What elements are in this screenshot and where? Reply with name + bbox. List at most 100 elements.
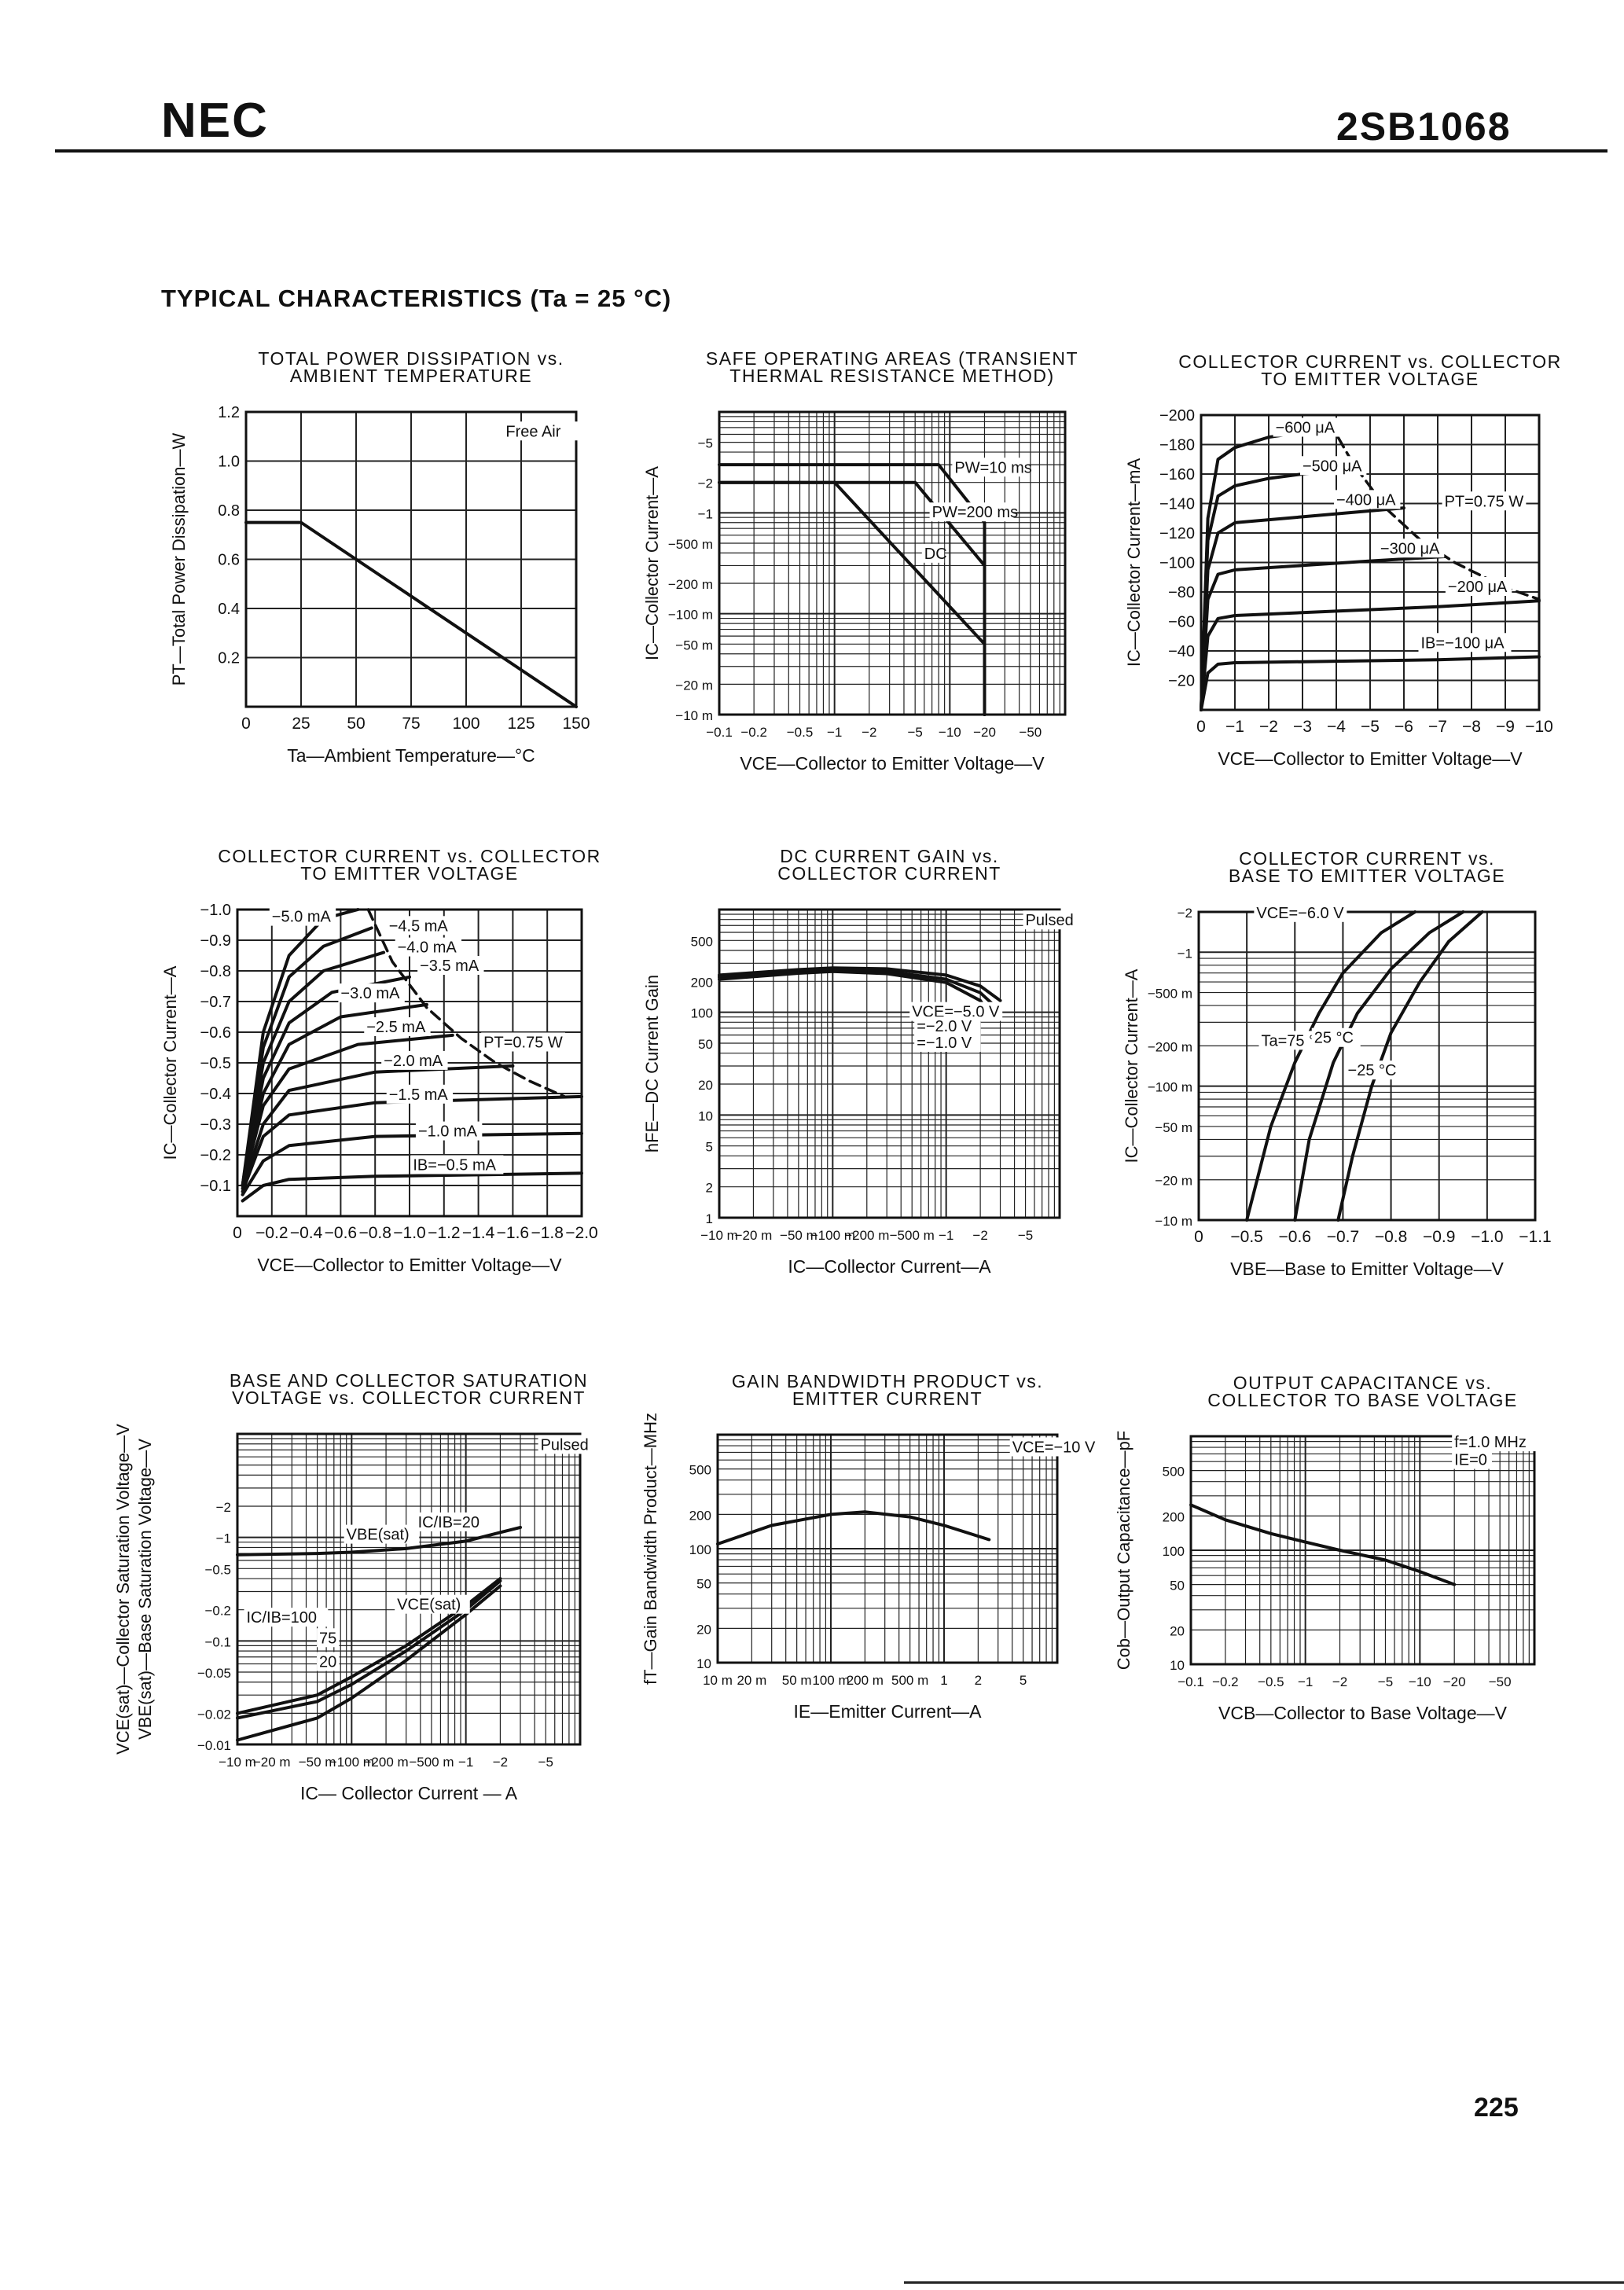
x-tick-label: −1: [827, 725, 842, 740]
y-tick-label: 0.8: [218, 502, 240, 520]
y-tick-label: −0.3: [200, 1116, 231, 1134]
part-number: 2SB1068: [1336, 105, 1512, 149]
series-line: [241, 1171, 583, 1203]
y-tick-label: −0.5: [204, 1562, 231, 1577]
y-tick-label: −1: [216, 1531, 231, 1546]
y-tick-label: −0.4: [200, 1086, 231, 1103]
chart-c5: DC CURRENT GAIN vs.COLLECTOR CURRENT −10 …: [642, 846, 1081, 1277]
y-tick-label: −2: [698, 476, 713, 491]
y-tick-label: −500 m: [668, 537, 713, 552]
annotation-label: DC: [924, 546, 947, 563]
x-tick-label: −5: [1018, 1228, 1033, 1243]
annotation-pad: [1418, 633, 1512, 652]
x-tick-label: −10: [939, 725, 961, 740]
annotation-pad: [481, 1032, 565, 1052]
series-line: [1200, 599, 1541, 711]
x-tick-label: −2: [1332, 1674, 1347, 1689]
annotation-pad: [244, 1608, 329, 1627]
y-tick-label: −60: [1168, 614, 1195, 631]
annotation-pad: [929, 502, 1014, 522]
chart-title-line: TOTAL POWER DISSIPATION vs.: [258, 348, 564, 369]
annotation-label: −200 μA: [1448, 579, 1508, 596]
x-tick-label: 125: [507, 715, 535, 733]
x-tick-label: −20: [973, 725, 996, 740]
x-tick-label: 100: [452, 715, 479, 733]
x-tick-label: −0.5: [1230, 1228, 1262, 1246]
x-axis-label: IC—Collector Current—A: [788, 1256, 991, 1277]
annotation-label: VCE=−6.0 V: [1256, 905, 1344, 922]
plot-frame: [244, 410, 578, 708]
chart-c6: COLLECTOR CURRENT vs.BASE TO EMITTER VOL…: [1122, 848, 1552, 1279]
x-tick-label: −5: [907, 725, 922, 740]
chart-title-line: OUTPUT CAPACITANCE vs.: [1233, 1373, 1492, 1393]
series-line: [718, 480, 987, 716]
y-tick-label: −0.1: [200, 1178, 231, 1195]
y-tick-label: −10 m: [1155, 1214, 1192, 1229]
y-tick-label: −180: [1159, 437, 1195, 454]
x-tick-label: 20 m: [737, 1673, 766, 1688]
x-tick-label: −0.5: [1258, 1674, 1284, 1689]
series-line: [236, 1577, 502, 1715]
annotation-pad: [1334, 490, 1401, 509]
chart-c9: OUTPUT CAPACITANCE vs.COLLECTOR TO BASE …: [1114, 1373, 1536, 1723]
series-line: [1245, 910, 1417, 1222]
series-line: [716, 1510, 991, 1546]
y-tick-label: −0.02: [197, 1707, 231, 1722]
y-tick-label: −40: [1168, 643, 1195, 660]
annotation-label: −5.0 mA: [272, 909, 332, 926]
y-tick-label: −200 m: [1148, 1039, 1192, 1054]
section-title: TYPICAL CHARACTERISTICS (Ta = 25 °C): [161, 285, 672, 312]
x-tick-label: −8: [1462, 718, 1481, 736]
series-line: [241, 950, 386, 1187]
x-axis-label: VCB—Collector to Base Voltage—V: [1218, 1703, 1508, 1723]
chart-title-line: COLLECTOR CURRENT: [777, 863, 1001, 884]
y-tick-label: −0.7: [200, 994, 231, 1011]
y-tick-label: −1: [1178, 946, 1192, 961]
x-tick-label: 75: [402, 715, 420, 733]
annotation-label: VBE(sat): [347, 1527, 410, 1544]
x-tick-label: −0.5: [787, 725, 814, 740]
chart-title-line: BASE TO EMITTER VOLTAGE: [1229, 866, 1505, 886]
y-tick-label: −10 m: [675, 708, 713, 723]
y-tick-label: −0.2: [200, 1147, 231, 1164]
y-axis-label: IC—Collector Current—A: [1122, 969, 1141, 1163]
x-tick-label: −1: [939, 1228, 953, 1243]
plot-grid: [237, 1433, 581, 1745]
x-tick-label: −7: [1428, 718, 1447, 736]
plot-frame: [1200, 414, 1541, 711]
annotation-label: Pulsed: [1026, 912, 1074, 929]
x-tick-label: 100 m: [812, 1673, 849, 1688]
chart-title-line: TO EMITTER VOLTAGE: [1261, 369, 1479, 389]
y-axis-label: VCE(sat)—Collector Saturation Voltage—V: [113, 1424, 133, 1755]
x-axis-label: IC— Collector Current — A: [300, 1783, 518, 1803]
annotation-pad: [1442, 491, 1527, 511]
y-tick-label: −80: [1168, 584, 1195, 601]
x-tick-label: −0.8: [1375, 1228, 1407, 1246]
annotation-pad: [1452, 1432, 1536, 1452]
x-tick-label: −20 m: [253, 1755, 291, 1770]
x-tick-label: −50: [1489, 1674, 1512, 1689]
annotation-label: −25 °C: [1348, 1062, 1397, 1079]
chart-title-line: BASE AND COLLECTOR SATURATION: [230, 1370, 588, 1391]
page-number: 225: [1474, 2093, 1519, 2123]
x-tick-label: −9: [1496, 718, 1515, 736]
x-tick-label: −5: [538, 1755, 553, 1770]
y-tick-label: −1: [698, 506, 713, 521]
x-tick-label: −10 m: [219, 1755, 256, 1770]
annotation-pad: [386, 916, 454, 935]
x-axis-label: Ta—Ambient Temperature—°C: [287, 745, 535, 766]
y-tick-label: −200: [1159, 407, 1195, 425]
series-line: [1189, 1503, 1457, 1586]
y-tick-label: −0.9: [200, 932, 231, 950]
x-tick-label: −1: [1298, 1674, 1313, 1689]
annotation-pad: [1300, 456, 1367, 476]
x-tick-label: 0: [1196, 718, 1206, 736]
y-tick-label: 20: [696, 1622, 711, 1637]
annotation-pad: [415, 1121, 483, 1141]
x-tick-label: 0: [1194, 1228, 1203, 1246]
x-tick-label: −2: [862, 725, 876, 740]
annotation-pad: [1445, 577, 1512, 596]
plot-frame: [718, 908, 1061, 1219]
series-line: [1336, 910, 1484, 1222]
